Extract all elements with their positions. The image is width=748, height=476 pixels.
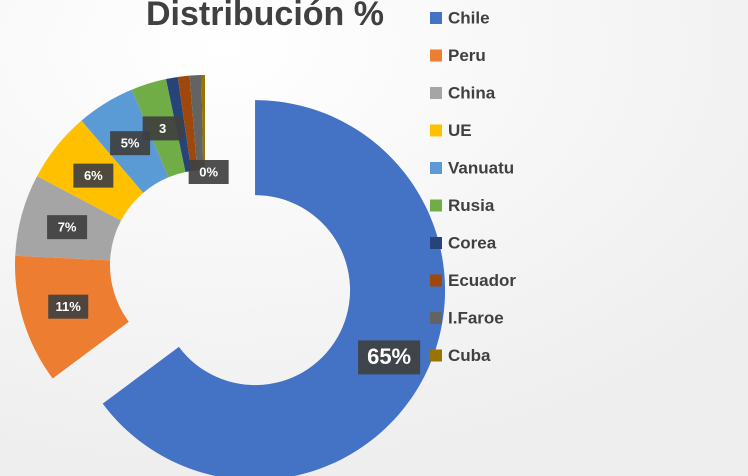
- slice: [201, 75, 205, 171]
- label-box: [142, 116, 183, 141]
- legend-swatch: [430, 87, 442, 99]
- data-label: 6%: [84, 168, 103, 183]
- legend-swatch: [430, 274, 442, 287]
- label-box: [47, 215, 88, 240]
- chart-title: Distribución %: [146, 0, 384, 33]
- legend-swatch: [430, 124, 442, 137]
- legend-swatch: [430, 12, 442, 24]
- legend-label: Ecuador: [448, 271, 516, 290]
- data-label: 3: [159, 121, 166, 136]
- legend-label: Cuba: [448, 346, 491, 365]
- data-label: 0%: [199, 164, 218, 179]
- label-box: [188, 160, 229, 185]
- slice: [102, 100, 446, 476]
- legend-swatch: [430, 199, 442, 212]
- label-box: [48, 294, 89, 319]
- legend-swatch: [430, 49, 442, 62]
- legend-label: UE: [448, 121, 472, 140]
- legend-label: Chile: [448, 8, 490, 27]
- data-label: 11%: [56, 299, 82, 314]
- legend-swatch: [430, 237, 442, 249]
- data-label: 5%: [121, 136, 140, 151]
- label-box: [73, 163, 114, 188]
- legend-label: Vanuatu: [448, 158, 514, 177]
- legend-label: China: [448, 83, 496, 102]
- data-label: 65%: [367, 344, 411, 369]
- legend-label: I.Faroe: [448, 308, 504, 327]
- slice: [189, 75, 204, 171]
- legend-swatch: [430, 162, 442, 174]
- data-label: 7%: [58, 220, 77, 235]
- legend-label: Rusia: [448, 196, 495, 215]
- legend-swatch: [430, 349, 442, 362]
- slice: [177, 75, 198, 171]
- label-box: [358, 340, 421, 375]
- legend-label: Corea: [448, 233, 497, 252]
- legend-label: Peru: [448, 46, 486, 65]
- legend-swatch: [430, 312, 442, 324]
